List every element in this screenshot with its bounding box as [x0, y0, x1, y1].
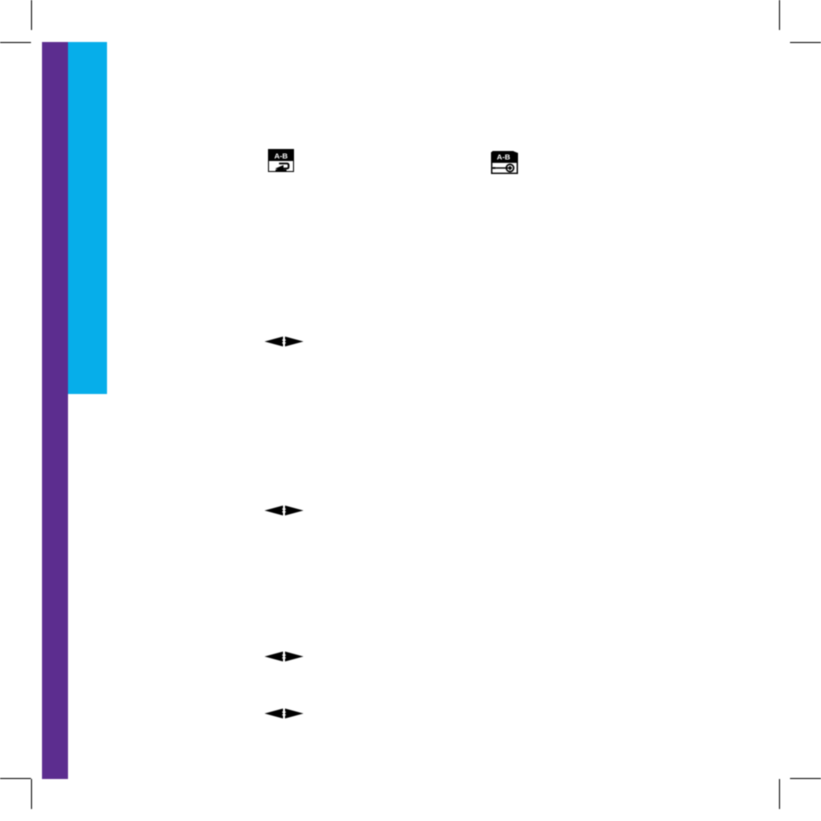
svg-text:A-B: A-B	[497, 152, 511, 161]
svg-text:A-B: A-B	[274, 151, 288, 160]
